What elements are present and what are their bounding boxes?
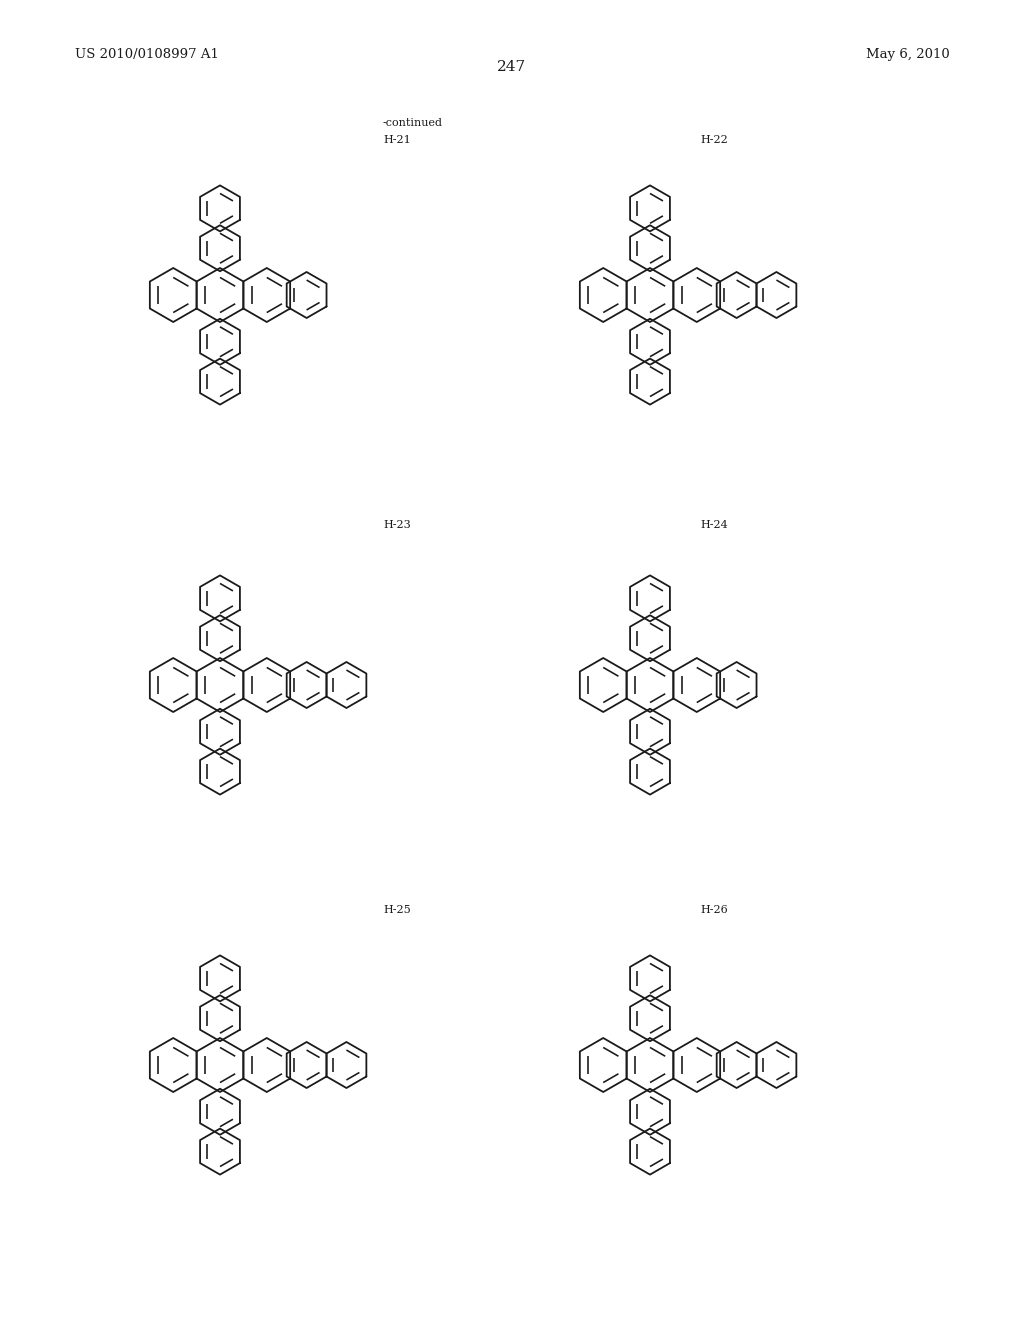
Text: H-24: H-24 [700, 520, 728, 531]
Text: H-25: H-25 [383, 906, 411, 915]
Text: US 2010/0108997 A1: US 2010/0108997 A1 [75, 48, 219, 61]
Text: 247: 247 [498, 59, 526, 74]
Text: May 6, 2010: May 6, 2010 [866, 48, 950, 61]
Text: H-23: H-23 [383, 520, 411, 531]
Text: H-22: H-22 [700, 135, 728, 145]
Text: H-21: H-21 [383, 135, 411, 145]
Text: -continued: -continued [383, 117, 443, 128]
Text: H-26: H-26 [700, 906, 728, 915]
